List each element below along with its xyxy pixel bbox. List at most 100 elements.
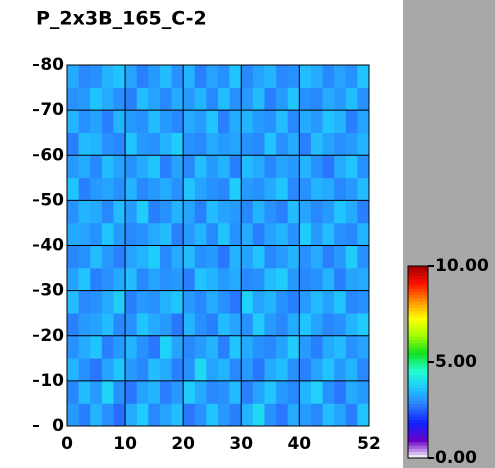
y-tick-label: 10 — [40, 371, 64, 391]
heat-cell — [113, 335, 126, 359]
heat-cell — [264, 380, 277, 404]
heat-cell — [264, 335, 277, 359]
colorbar-step — [408, 445, 428, 449]
colorbar-step — [408, 307, 428, 312]
heat-cell — [310, 403, 323, 427]
heat-cell — [113, 222, 126, 246]
heat-cell — [136, 132, 149, 156]
heat-cell — [125, 335, 137, 359]
heat-cell — [125, 245, 137, 269]
heat-cell — [113, 65, 126, 88]
heat-cell — [113, 110, 126, 133]
heat-cell — [101, 87, 114, 111]
colorbar-step — [408, 374, 428, 379]
heat-cell — [276, 177, 288, 201]
heat-cell — [136, 313, 149, 337]
heat-cell — [276, 358, 288, 382]
heat-cell — [148, 358, 161, 382]
heat-cell — [159, 335, 172, 359]
heat-cell — [67, 177, 79, 201]
heat-cell — [101, 177, 114, 201]
heat-cell — [241, 245, 254, 269]
heat-cell — [159, 65, 172, 88]
heat-cell — [287, 65, 300, 88]
heat-cell — [206, 313, 219, 337]
heat-cell — [136, 290, 149, 314]
heat-cell — [310, 380, 323, 404]
heat-cell — [136, 87, 149, 111]
heat-cell — [252, 268, 265, 291]
y-tick-label: 0 — [52, 416, 64, 436]
y-tick-label: 50 — [40, 190, 64, 210]
colorbar-step — [408, 355, 428, 360]
colorbar-step — [408, 454, 428, 459]
heat-cell — [90, 313, 103, 337]
heat-cell — [159, 380, 172, 404]
heat-cell — [241, 222, 254, 246]
heat-cell — [345, 335, 358, 359]
heat-cell — [264, 177, 277, 201]
heat-cell — [299, 87, 312, 111]
heat-cell — [67, 155, 79, 179]
heat-cell — [148, 110, 161, 133]
heat-cell — [78, 403, 91, 427]
heat-cell — [136, 65, 149, 88]
colorbar-step — [408, 451, 428, 456]
heat-cell — [101, 380, 114, 404]
heat-cell — [334, 358, 347, 382]
heat-cell — [334, 222, 347, 246]
heat-cell — [310, 358, 323, 382]
colorbar-step — [408, 336, 428, 340]
heat-cell — [194, 403, 207, 427]
heat-cell — [67, 87, 79, 111]
heat-cell — [287, 290, 300, 314]
heat-cell — [206, 200, 219, 224]
colorbar-step — [408, 435, 428, 440]
heat-cell — [334, 403, 347, 427]
heat-cell — [206, 290, 219, 314]
heat-cell — [229, 155, 242, 179]
heat-cell — [218, 335, 230, 359]
heat-cell — [299, 380, 312, 404]
heat-cell — [357, 87, 370, 111]
heat-cell — [276, 200, 288, 224]
colorbar-step — [408, 326, 428, 331]
heat-cell — [148, 313, 161, 337]
heat-cell — [136, 358, 149, 382]
colorbar-step — [408, 426, 428, 430]
heat-cell — [229, 245, 242, 269]
heat-cell — [148, 200, 161, 224]
colorbar-step — [408, 339, 428, 344]
heat-cell — [171, 110, 184, 133]
heat-cell — [136, 200, 149, 224]
heat-cell — [218, 65, 230, 88]
heat-cell — [252, 110, 265, 133]
heat-cell — [241, 335, 254, 359]
heat-cell — [194, 290, 207, 314]
colorbar-step — [408, 294, 428, 299]
heat-cell — [357, 403, 370, 427]
heat-cell — [345, 313, 358, 337]
heat-cell — [287, 110, 300, 133]
heat-cell — [218, 290, 230, 314]
heat-cell — [206, 87, 219, 111]
heat-cell — [334, 177, 347, 201]
colorbar-step — [408, 301, 428, 305]
colorbar-step — [408, 317, 428, 321]
heat-cell — [345, 110, 358, 133]
heat-cell — [125, 200, 137, 224]
heat-cell — [357, 335, 370, 359]
heat-cell — [229, 380, 242, 404]
heat-cell — [276, 403, 288, 427]
heat-cell — [90, 335, 103, 359]
heat-cell — [322, 87, 335, 111]
heat-cell — [241, 200, 254, 224]
heat-cell — [159, 313, 172, 337]
heat-cell — [183, 177, 196, 201]
heat-cell — [287, 245, 300, 269]
colorbar-step — [408, 403, 428, 408]
heat-cell — [206, 155, 219, 179]
heat-cell — [322, 222, 335, 246]
heat-cell — [276, 222, 288, 246]
colorbar-step — [408, 416, 428, 420]
